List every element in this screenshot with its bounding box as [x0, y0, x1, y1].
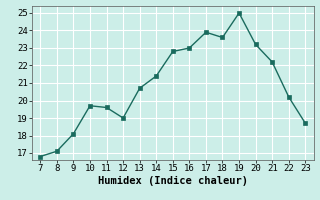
X-axis label: Humidex (Indice chaleur): Humidex (Indice chaleur) [98, 176, 248, 186]
